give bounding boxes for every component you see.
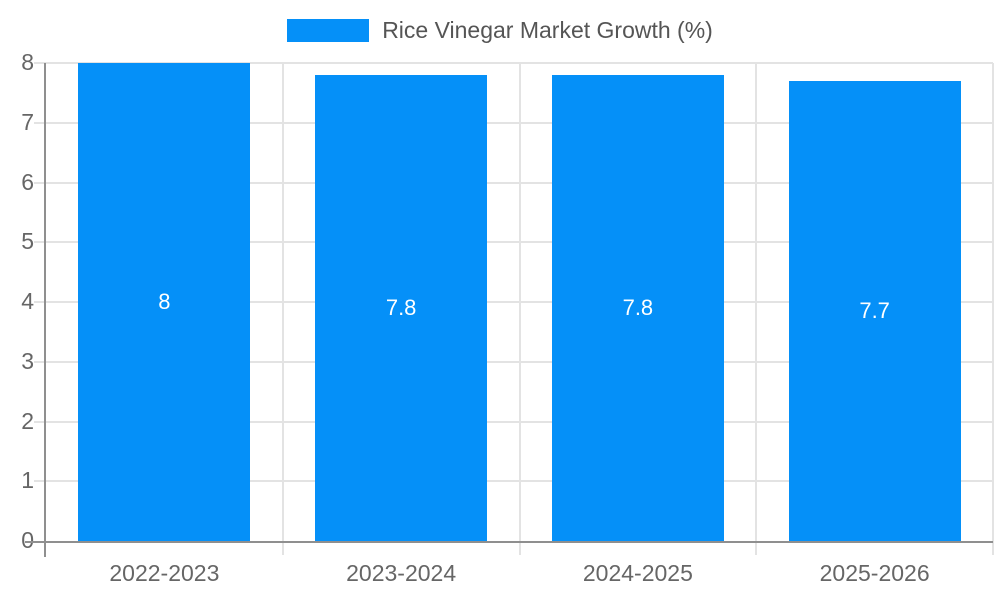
legend: Rice Vinegar Market Growth (%) — [0, 17, 1000, 44]
y-tick-label: 6 — [21, 168, 34, 195]
gridline — [992, 63, 994, 555]
bar[interactable] — [315, 74, 488, 541]
gridline — [34, 360, 993, 363]
gridline — [518, 63, 521, 555]
gridline — [34, 480, 993, 483]
gridline — [34, 241, 993, 244]
y-tick-label: 4 — [21, 288, 34, 314]
x-axis-line — [25, 541, 993, 543]
gridline — [281, 63, 284, 555]
y-axis-line — [44, 63, 46, 557]
y-tick-label: 2 — [21, 407, 34, 434]
gridline — [34, 301, 993, 303]
legend-label: Rice Vinegar Market Growth (%) — [382, 17, 713, 43]
gridline — [34, 181, 993, 184]
legend-swatch — [287, 19, 370, 42]
gridline — [34, 62, 993, 64]
bar[interactable] — [551, 74, 724, 541]
y-tick-label: 0 — [21, 527, 34, 553]
y-tick-label: 8 — [21, 49, 34, 75]
bar[interactable] — [78, 63, 251, 541]
y-tick-label: 7 — [21, 108, 34, 135]
x-tick-label: 2023-2024 — [346, 560, 457, 586]
bar[interactable] — [788, 80, 961, 541]
y-tick-label: 5 — [21, 228, 34, 255]
y-tick-label: 1 — [21, 467, 34, 494]
bar-value-label: 7.7 — [859, 297, 890, 323]
gridline — [34, 420, 993, 423]
gridline — [34, 121, 993, 124]
x-tick-label: 2025-2026 — [819, 560, 930, 586]
x-tick-label: 2022-2023 — [109, 560, 220, 586]
bar-value-label: 7.8 — [385, 294, 417, 320]
gridline — [755, 63, 758, 555]
y-tick-label: 3 — [21, 347, 34, 374]
bar-value-label: 7.8 — [622, 294, 654, 320]
bar-value-label: 8 — [158, 289, 171, 314]
x-tick-label: 2024-2025 — [582, 560, 693, 586]
